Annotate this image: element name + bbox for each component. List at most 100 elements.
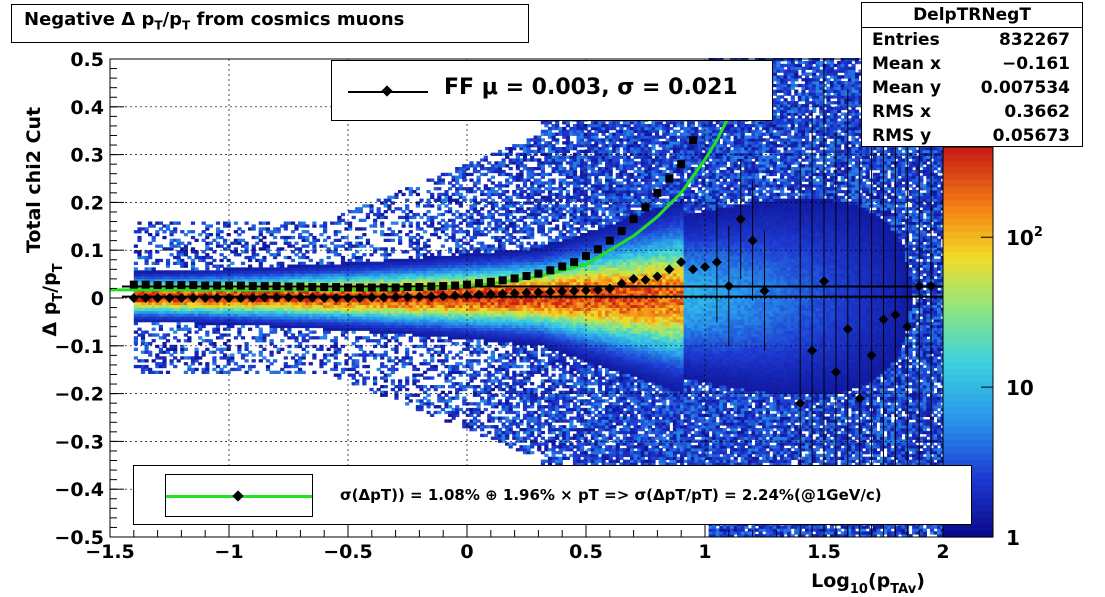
heat-cell [294, 336, 299, 340]
heat-cell [519, 359, 524, 363]
heat-cell [480, 396, 485, 400]
heat-cell [483, 270, 488, 274]
heat-cell [190, 235, 196, 240]
heat-cell [455, 370, 460, 374]
heat-cell [383, 390, 388, 394]
heat-cell [526, 330, 531, 334]
heat-cell [501, 204, 506, 208]
heat-cell [237, 364, 242, 369]
heat-cell [530, 387, 535, 392]
heat-cell [319, 344, 324, 349]
heat-cell [537, 399, 542, 403]
heat-cell [501, 241, 506, 245]
heat-cell [412, 278, 417, 283]
heat-cell [501, 152, 506, 156]
heat-cell [469, 253, 474, 257]
heat-cell [483, 342, 488, 346]
heat-cell [258, 301, 263, 306]
heat-cell [215, 310, 221, 314]
heat-cell [472, 198, 478, 202]
heat-cell [380, 221, 385, 225]
heat-cell [212, 273, 217, 277]
heat-cell [183, 299, 188, 303]
heat-cell [526, 307, 531, 311]
heat-cell [494, 224, 499, 228]
heat-cell [269, 299, 274, 303]
heat-cell [530, 430, 535, 435]
heat-cell [387, 264, 392, 268]
heat-cell [512, 192, 517, 197]
heat-cell [305, 333, 310, 337]
heat-cell [383, 233, 388, 237]
heat-cell [526, 169, 531, 174]
heat-cell [133, 356, 138, 360]
heat-cell [465, 215, 470, 220]
heat-cell [376, 310, 381, 314]
heat-cell [176, 319, 181, 323]
heat-cell [515, 448, 520, 452]
heat-cell [323, 327, 328, 331]
heat-cell [501, 364, 506, 369]
heat-cell [376, 207, 381, 211]
heat-cell [133, 310, 138, 314]
heat-cell [387, 207, 392, 211]
heat-cell [176, 313, 181, 317]
heat-cell [487, 387, 492, 392]
heat-cell [173, 299, 178, 303]
heat-cell [290, 290, 296, 294]
heat-cell [362, 304, 367, 308]
heat-cell [512, 299, 517, 303]
heat-cell [244, 359, 249, 363]
heat-cell [240, 364, 246, 369]
heat-cell [530, 439, 535, 443]
heat-cell [355, 362, 360, 366]
heat-cell [405, 276, 410, 280]
heat-cell [405, 187, 410, 191]
heat-cell [483, 261, 488, 265]
heat-cell [383, 290, 388, 294]
heat-cell [530, 324, 535, 329]
heat-cell [448, 339, 453, 343]
heat-cell [433, 233, 438, 237]
heat-cell [462, 278, 467, 283]
heat-cell [408, 356, 413, 360]
heat-cell [537, 339, 542, 343]
heat-cell [537, 299, 542, 303]
heat-cell [469, 359, 474, 363]
heat-cell [201, 238, 206, 242]
heat-cell [483, 399, 488, 403]
heat-cell [333, 339, 338, 343]
heat-cell [244, 319, 249, 323]
heat-cell [326, 353, 331, 357]
heat-cell [430, 367, 435, 372]
heat-cell [465, 307, 470, 311]
heat-cell [137, 278, 142, 283]
heat-cell [490, 247, 495, 251]
heat-cell [140, 342, 146, 346]
heat-cell [333, 310, 338, 314]
heat-cell [351, 261, 356, 265]
heat-cell [390, 379, 395, 383]
heat-cell [401, 362, 406, 366]
heat-cell [465, 210, 470, 214]
heat-cell [233, 276, 238, 280]
heat-cell [383, 310, 388, 314]
heat-cell [483, 382, 488, 386]
heat-cell [223, 276, 228, 280]
heat-cell [483, 158, 488, 162]
heat-cell [226, 304, 231, 308]
heat-cell [430, 330, 435, 334]
heat-cell [223, 342, 228, 346]
heat-cell [483, 407, 488, 412]
heat-cell [276, 370, 281, 374]
heat-cell [205, 241, 210, 245]
heat-cell [390, 359, 395, 363]
heat-cell [248, 321, 253, 326]
heat-cell [437, 313, 442, 317]
heat-cell [312, 290, 317, 294]
heat-cell [526, 175, 531, 179]
heat-cell [415, 405, 420, 409]
heat-cell [530, 342, 535, 346]
heat-cell [283, 299, 288, 303]
heat-cell [348, 273, 353, 277]
